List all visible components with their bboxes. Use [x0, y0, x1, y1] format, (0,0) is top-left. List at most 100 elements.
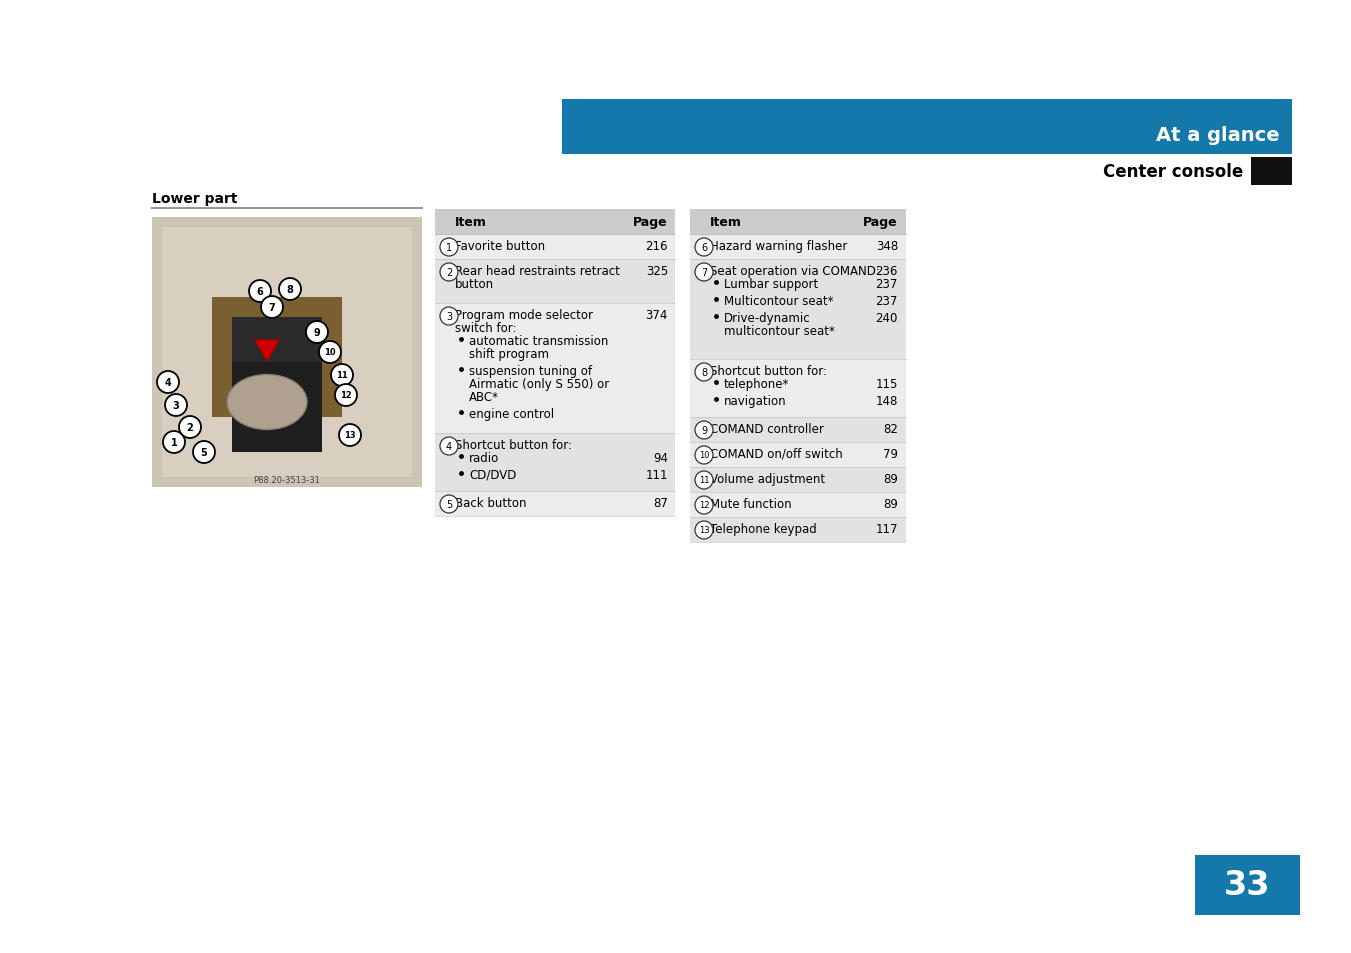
Text: CD/DVD: CD/DVD — [469, 469, 516, 481]
Text: multicontour seat*: multicontour seat* — [724, 325, 835, 337]
Text: 94: 94 — [653, 452, 667, 464]
Bar — [690, 417, 907, 442]
Circle shape — [178, 416, 201, 438]
Text: 13: 13 — [698, 526, 709, 535]
Text: Multicontour seat*: Multicontour seat* — [724, 294, 834, 308]
Bar — [435, 260, 676, 304]
Text: 33: 33 — [1224, 868, 1271, 902]
Text: 5: 5 — [446, 499, 453, 510]
Text: telephone*: telephone* — [724, 377, 789, 391]
Text: 13: 13 — [345, 431, 355, 440]
Circle shape — [305, 322, 328, 344]
Text: COMAND controller: COMAND controller — [711, 422, 824, 436]
Bar — [1251, 158, 1292, 186]
Bar — [435, 210, 676, 234]
Text: 12: 12 — [340, 391, 351, 400]
Text: navigation: navigation — [724, 395, 786, 408]
Bar — [435, 492, 676, 517]
Bar — [690, 442, 907, 468]
Circle shape — [440, 239, 458, 256]
Text: radio: radio — [469, 452, 500, 464]
Text: 8: 8 — [701, 368, 707, 377]
Text: 237: 237 — [875, 294, 898, 308]
Text: 1: 1 — [446, 243, 453, 253]
Text: Back button: Back button — [455, 497, 527, 510]
Text: Shortcut button for:: Shortcut button for: — [455, 438, 571, 452]
Circle shape — [165, 395, 186, 416]
Circle shape — [339, 424, 361, 447]
Text: switch for:: switch for: — [455, 322, 516, 335]
Text: ABC*: ABC* — [469, 391, 499, 403]
Text: 11: 11 — [698, 476, 709, 485]
Bar — [690, 260, 907, 359]
Text: 11: 11 — [336, 371, 347, 380]
Text: 115: 115 — [875, 377, 898, 391]
Text: suspension tuning of: suspension tuning of — [469, 365, 592, 377]
Circle shape — [694, 472, 713, 490]
Text: 374: 374 — [646, 309, 667, 322]
Circle shape — [440, 496, 458, 514]
Circle shape — [440, 264, 458, 282]
Bar — [562, 100, 1292, 154]
Text: button: button — [455, 277, 494, 291]
Bar — [690, 359, 907, 417]
Text: Seat operation via COMAND:: Seat operation via COMAND: — [711, 265, 880, 277]
Text: 79: 79 — [884, 448, 898, 460]
Bar — [153, 218, 422, 488]
Bar — [690, 517, 907, 542]
Circle shape — [694, 421, 713, 439]
Text: 117: 117 — [875, 522, 898, 536]
Text: 7: 7 — [269, 303, 276, 313]
Circle shape — [440, 308, 458, 326]
Text: 6: 6 — [257, 287, 263, 296]
Bar — [435, 234, 676, 260]
Text: Mute function: Mute function — [711, 497, 792, 511]
Circle shape — [694, 447, 713, 464]
Bar — [690, 234, 907, 260]
Text: Favorite button: Favorite button — [455, 240, 544, 253]
Text: 82: 82 — [884, 422, 898, 436]
Bar — [1196, 855, 1300, 915]
Bar — [690, 493, 907, 517]
Bar — [690, 210, 907, 234]
Text: 6: 6 — [701, 243, 707, 253]
Text: P88.20-3513-31: P88.20-3513-31 — [254, 476, 320, 484]
Bar — [232, 363, 322, 453]
Text: 9: 9 — [313, 328, 320, 337]
Bar — [162, 228, 412, 477]
Circle shape — [319, 341, 340, 364]
Text: Volume adjustment: Volume adjustment — [711, 473, 825, 485]
Text: 89: 89 — [884, 473, 898, 485]
Text: 7: 7 — [701, 268, 707, 277]
Text: Page: Page — [634, 215, 667, 229]
Text: Lumbar support: Lumbar support — [724, 277, 819, 291]
Text: 8: 8 — [286, 285, 293, 294]
Text: Page: Page — [863, 215, 898, 229]
Text: engine control: engine control — [469, 408, 554, 420]
Text: 237: 237 — [875, 277, 898, 291]
Text: 89: 89 — [884, 497, 898, 511]
Text: Drive-dynamic: Drive-dynamic — [724, 312, 811, 325]
Text: Airmatic (only S 550) or: Airmatic (only S 550) or — [469, 377, 609, 391]
Circle shape — [280, 278, 301, 301]
Circle shape — [193, 441, 215, 463]
Text: 348: 348 — [875, 240, 898, 253]
Text: 240: 240 — [875, 312, 898, 325]
Text: 4: 4 — [446, 441, 453, 452]
Text: Hazard warning flasher: Hazard warning flasher — [711, 240, 847, 253]
Text: 2: 2 — [446, 268, 453, 277]
Text: Lower part: Lower part — [153, 192, 238, 206]
Circle shape — [157, 372, 178, 394]
Text: Item: Item — [455, 215, 486, 229]
Text: Telephone keypad: Telephone keypad — [711, 522, 817, 536]
Text: 236: 236 — [875, 265, 898, 277]
Text: 9: 9 — [701, 426, 707, 436]
Bar — [690, 468, 907, 493]
Text: 10: 10 — [698, 451, 709, 460]
Circle shape — [694, 521, 713, 539]
Text: 87: 87 — [653, 497, 667, 510]
Text: 148: 148 — [875, 395, 898, 408]
Text: Item: Item — [711, 215, 742, 229]
Bar — [212, 297, 342, 417]
Circle shape — [694, 497, 713, 515]
